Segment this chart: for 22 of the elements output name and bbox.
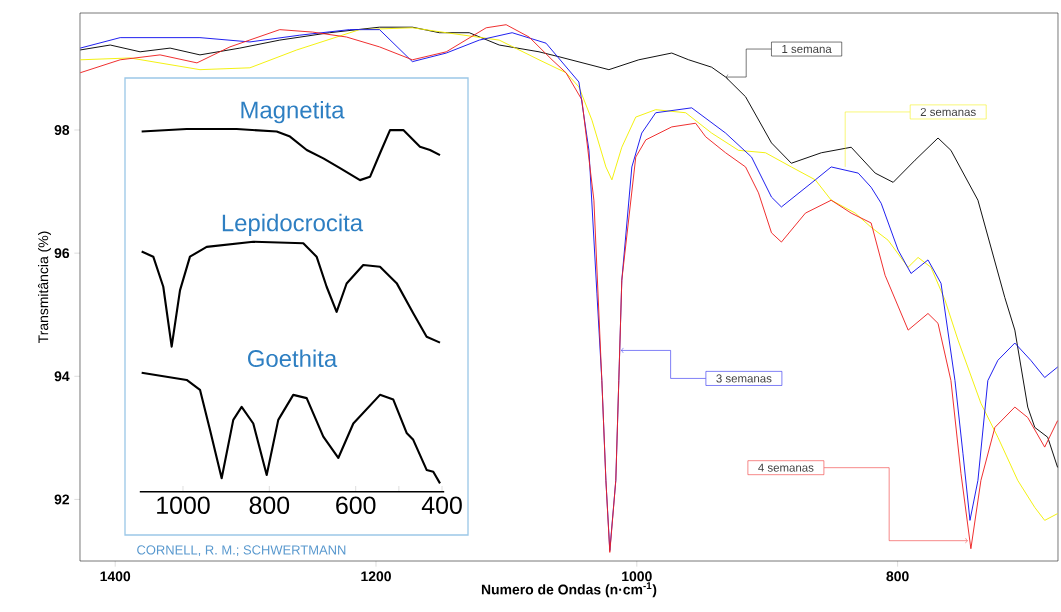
series-label: Goethita xyxy=(248,349,338,368)
x-tick-label: 1000 xyxy=(622,571,652,582)
x-tick-label: 800 xyxy=(886,571,909,582)
x-tick-label: 1000 xyxy=(157,496,210,515)
x-tick-label: 1200 xyxy=(361,571,391,582)
y-tick-label: 98 xyxy=(54,125,70,135)
x-tick-label: 600 xyxy=(336,496,376,515)
annotation: 3 semanas xyxy=(716,374,772,383)
y-tick-label: 96 xyxy=(54,248,70,259)
annotation: 1 semana xyxy=(782,45,832,54)
annotation: 2 semanas xyxy=(920,107,976,116)
x-axis-title: Numero de Ondas (n·cm$^{-1}$) xyxy=(481,582,657,598)
x-tick-label: 400 xyxy=(421,496,462,515)
annotation: 4 semanas xyxy=(758,463,814,472)
annotation: CORNELL, R. M.; SCHWERTMANN xyxy=(137,545,346,557)
series-label: Lepidocrocita xyxy=(222,213,364,237)
y-axis-title: Transmitância (%) xyxy=(37,231,51,344)
y-tick-label: 92 xyxy=(54,494,70,505)
series-label: Magnetita xyxy=(241,100,345,124)
y-tick-label: 94 xyxy=(54,371,70,382)
x-tick-label: 1400 xyxy=(100,571,131,582)
x-tick-label: 800 xyxy=(249,496,290,515)
